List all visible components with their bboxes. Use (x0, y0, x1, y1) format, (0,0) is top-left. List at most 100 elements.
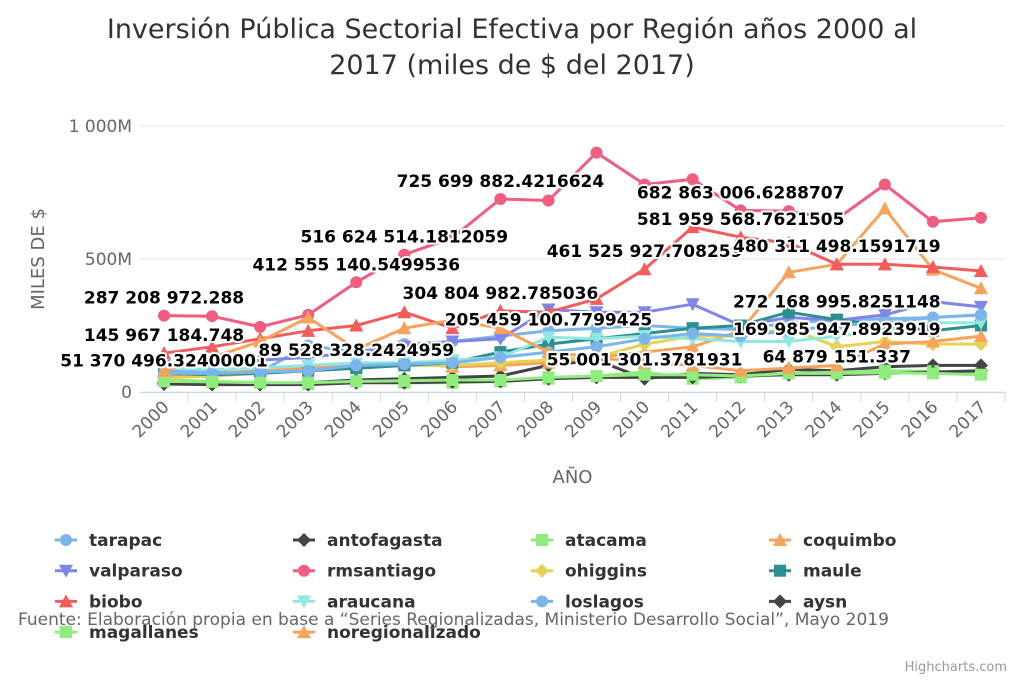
series-line[interactable] (163, 316, 982, 373)
data-point[interactable] (926, 324, 939, 337)
data-point[interactable] (781, 361, 796, 375)
data-point[interactable] (301, 351, 316, 365)
data-point[interactable] (206, 375, 219, 388)
data-point[interactable] (973, 281, 988, 295)
data-point[interactable] (493, 332, 508, 346)
data-point[interactable] (925, 295, 940, 309)
credits-link[interactable]: Highcharts.com (904, 660, 1007, 675)
data-point[interactable] (445, 335, 460, 349)
data-point[interactable] (398, 358, 411, 371)
data-point[interactable] (685, 339, 700, 353)
data-point[interactable] (301, 310, 316, 324)
data-point[interactable] (398, 248, 411, 261)
data-point[interactable] (350, 359, 363, 372)
data-point[interactable] (205, 350, 220, 364)
legend-item-aysn[interactable]: aysn (769, 592, 847, 612)
data-point[interactable] (589, 332, 604, 346)
data-point[interactable] (494, 351, 507, 364)
data-point[interactable] (446, 374, 459, 387)
data-point[interactable] (590, 370, 603, 383)
series-line[interactable] (163, 371, 982, 385)
data-point[interactable] (350, 276, 363, 289)
data-point[interactable] (589, 350, 604, 364)
legend-item-atacama[interactable]: atacama (531, 531, 647, 551)
data-point[interactable] (637, 306, 652, 320)
data-point[interactable] (590, 146, 603, 159)
data-point[interactable] (733, 230, 748, 244)
data-point[interactable] (829, 339, 844, 354)
data-point[interactable] (829, 257, 844, 271)
data-point[interactable] (398, 374, 411, 387)
data-point[interactable] (254, 376, 267, 389)
data-point[interactable] (541, 345, 556, 359)
series-magallanes[interactable] (158, 366, 987, 389)
legend-item-tarapac[interactable]: tarapac (55, 531, 162, 551)
legend-item-biobo[interactable]: biobo (55, 592, 143, 612)
series-line[interactable] (163, 151, 982, 329)
data-point[interactable] (397, 340, 412, 354)
legend-item-noregionalizado[interactable]: noregionalizado (293, 623, 481, 643)
data-point[interactable] (590, 322, 603, 335)
data-point[interactable] (397, 321, 412, 335)
data-point[interactable] (493, 321, 508, 335)
data-point[interactable] (974, 368, 987, 381)
data-point[interactable] (157, 346, 172, 360)
data-point[interactable] (350, 375, 363, 388)
data-point[interactable] (877, 257, 892, 271)
data-point[interactable] (446, 231, 459, 244)
data-point[interactable] (446, 356, 459, 369)
data-point[interactable] (734, 204, 747, 217)
data-point[interactable] (589, 291, 604, 305)
data-point[interactable] (781, 265, 796, 279)
data-point[interactable] (590, 340, 603, 353)
legend-item-valparaso[interactable]: valparaso (55, 562, 183, 582)
series-line[interactable] (163, 321, 981, 371)
data-point[interactable] (926, 311, 939, 324)
data-point[interactable] (206, 310, 219, 323)
data-point[interactable] (782, 205, 795, 218)
legend-item-antofagasta[interactable]: antofagasta (293, 531, 443, 551)
data-point[interactable] (973, 263, 988, 277)
data-point[interactable] (974, 308, 987, 321)
data-point[interactable] (302, 376, 315, 389)
data-point[interactable] (157, 363, 172, 377)
data-point[interactable] (637, 345, 652, 359)
data-point[interactable] (830, 213, 843, 226)
data-point[interactable] (734, 330, 747, 343)
legend-item-araucana[interactable]: araucana (293, 592, 416, 612)
legend-item-maule[interactable]: maule (769, 562, 862, 582)
data-point[interactable] (974, 211, 987, 224)
data-point[interactable] (782, 324, 795, 337)
series-biobo[interactable] (157, 220, 988, 360)
legend-item-coquimbo[interactable]: coquimbo (769, 531, 896, 551)
data-point[interactable] (541, 305, 556, 319)
data-point[interactable] (589, 306, 604, 320)
data-point[interactable] (637, 262, 652, 276)
data-point[interactable] (829, 358, 844, 372)
data-point[interactable] (733, 363, 748, 377)
data-point[interactable] (637, 355, 652, 369)
data-point[interactable] (205, 339, 220, 353)
series-rmsantiago[interactable] (158, 146, 987, 333)
data-point[interactable] (686, 368, 699, 381)
data-point[interactable] (926, 215, 939, 228)
data-point[interactable] (877, 324, 892, 338)
data-point[interactable] (158, 375, 171, 388)
data-point[interactable] (253, 334, 268, 348)
data-point[interactable] (494, 374, 507, 387)
legend[interactable]: tarapac antofagasta atacama coquimbo valpara… (55, 531, 896, 643)
data-point[interactable] (638, 178, 651, 191)
data-point[interactable] (301, 323, 316, 337)
data-point[interactable] (302, 339, 315, 352)
legend-item-rmsantiago[interactable]: rmsantiago (293, 562, 436, 582)
data-point[interactable] (253, 354, 268, 368)
data-point[interactable] (254, 320, 267, 333)
data-point[interactable] (685, 220, 700, 234)
data-point[interactable] (302, 364, 315, 377)
data-point[interactable] (542, 371, 555, 384)
data-point[interactable] (781, 335, 796, 349)
data-point[interactable] (925, 259, 940, 273)
data-point[interactable] (638, 368, 651, 381)
data-point[interactable] (686, 173, 699, 186)
data-point[interactable] (830, 319, 843, 332)
